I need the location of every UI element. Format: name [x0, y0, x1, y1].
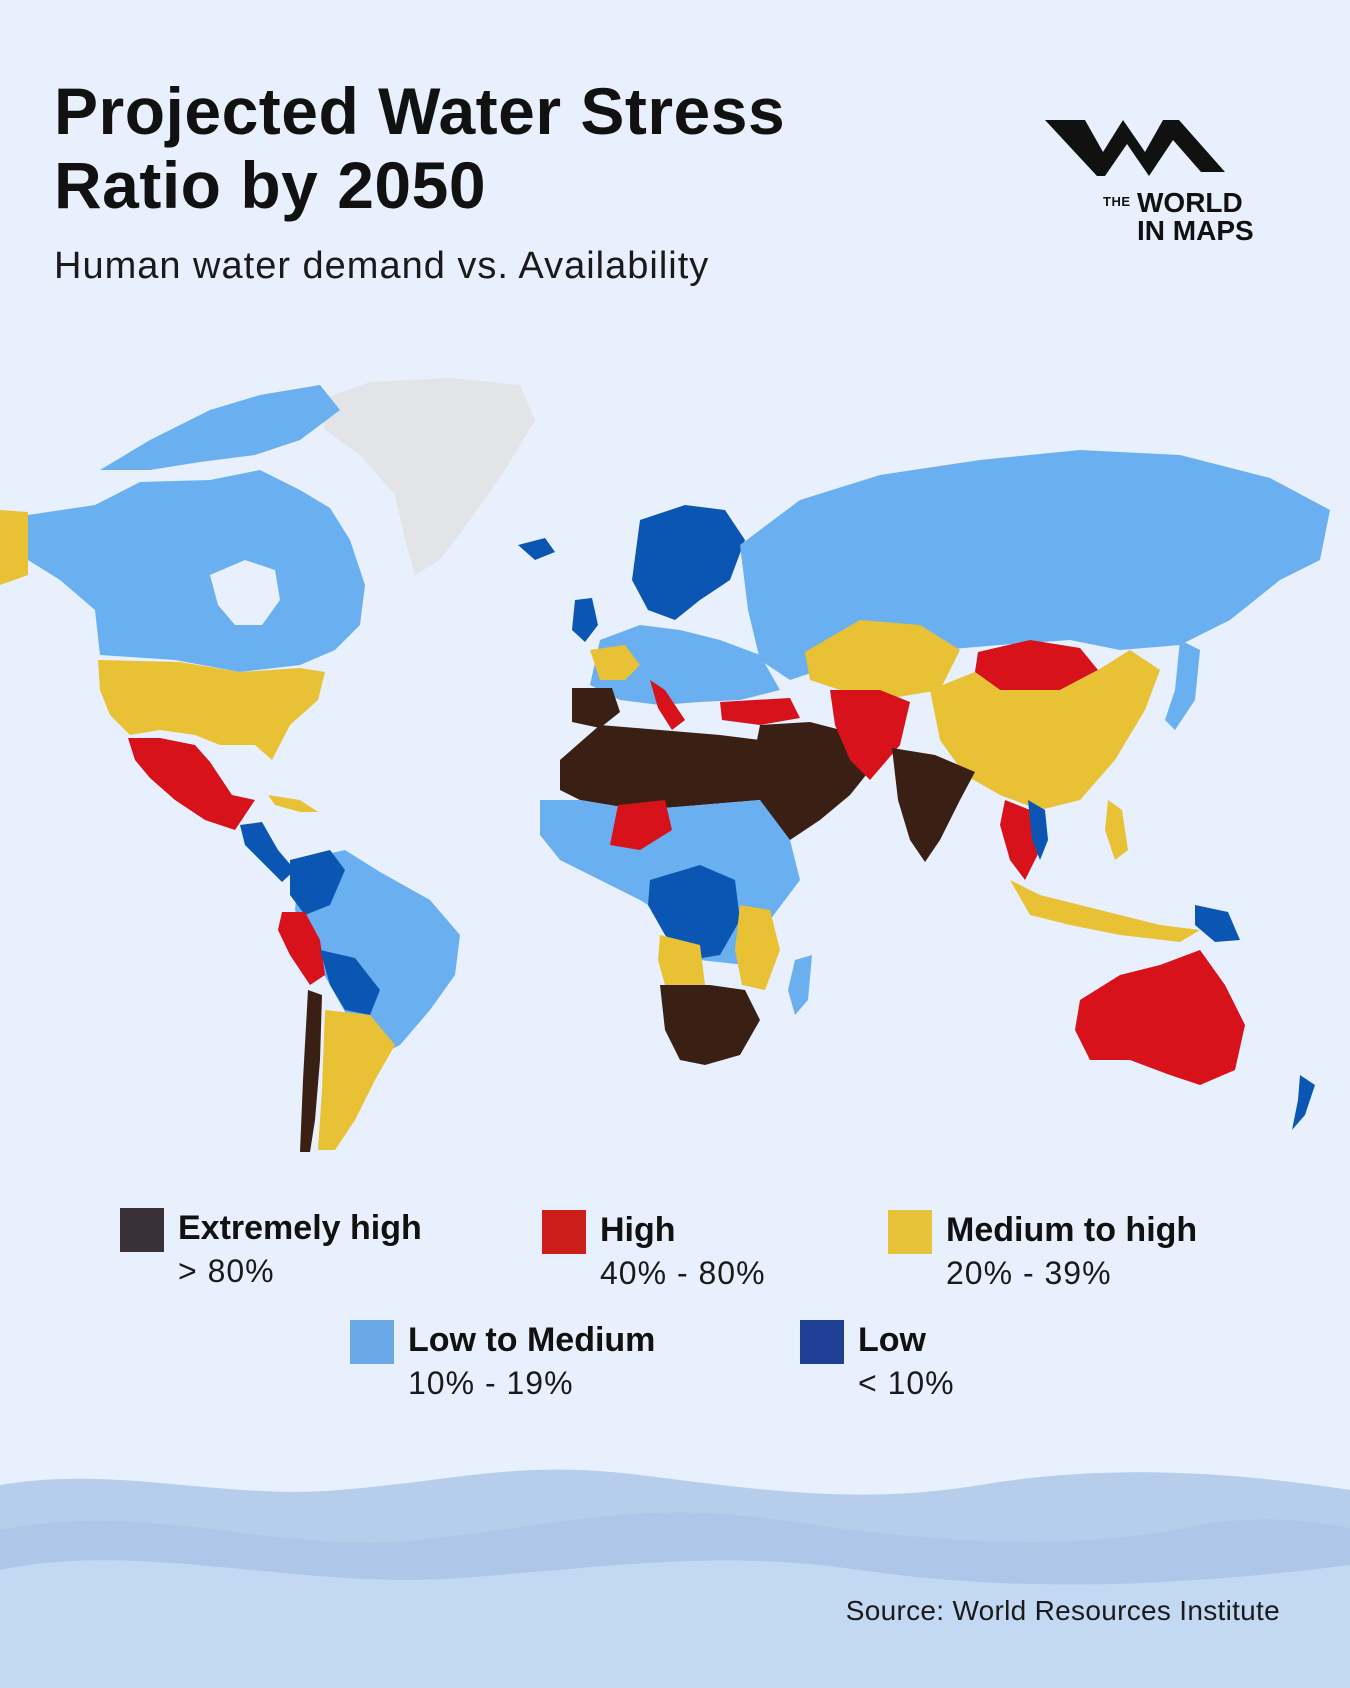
world-map: [0, 378, 1330, 1152]
legend-label: Medium to high: [946, 1211, 1198, 1249]
region-alaska: [0, 510, 28, 585]
region-niger: [610, 800, 672, 850]
region-iran-afghanistan: [830, 690, 910, 780]
legend-swatch: [120, 1208, 164, 1252]
region-hudson-bay: [210, 560, 280, 625]
region-papua-new-guinea: [1195, 905, 1240, 942]
region-chile: [300, 990, 322, 1152]
region-middle-east: [750, 722, 870, 840]
region-peru: [278, 912, 325, 985]
region-iceland: [518, 538, 555, 560]
legend-range: 40% - 80%: [600, 1255, 766, 1291]
region-indonesia: [1010, 880, 1200, 942]
page-title: Projected Water Stress Ratio by 2050: [54, 74, 786, 222]
region-angola: [658, 935, 705, 985]
region-new-zealand: [1292, 1075, 1315, 1130]
legend-swatch: [350, 1320, 394, 1364]
brand-logo-the: THE: [1103, 194, 1131, 209]
region-china: [930, 650, 1160, 810]
legend-label: High: [600, 1211, 676, 1249]
region-central-africa: [648, 865, 740, 960]
region-usa: [98, 660, 325, 760]
region-mexico: [128, 738, 255, 830]
region-central-asia: [805, 620, 960, 700]
region-southern-africa: [660, 985, 760, 1065]
region-uk: [572, 598, 598, 642]
legend-label: Low: [858, 1321, 926, 1359]
wave-front: [0, 1560, 1350, 1688]
legend-range: > 80%: [178, 1253, 275, 1289]
region-caribbean: [268, 795, 318, 812]
region-east-africa: [735, 905, 780, 990]
brand-logo-line1: WORLD: [1137, 187, 1243, 218]
region-australia: [1075, 950, 1245, 1085]
region-iberia: [572, 688, 620, 728]
region-colombia-venezuela: [290, 850, 345, 915]
region-south-america-east: [295, 850, 460, 1060]
region-mongolia: [975, 640, 1098, 690]
legend-swatch: [888, 1210, 932, 1254]
region-north-africa: [560, 725, 775, 810]
region-central-america: [240, 822, 295, 882]
region-vietnam-laos: [1028, 800, 1048, 860]
region-india: [892, 748, 975, 862]
region-argentina: [318, 1010, 395, 1150]
page-subtitle: Human water demand vs. Availability: [54, 245, 710, 287]
region-japan: [1165, 640, 1200, 730]
region-western-europe: [590, 645, 640, 680]
legend-range: 20% - 39%: [946, 1255, 1112, 1291]
region-greenland: [320, 378, 535, 575]
legend-label: Extremely high: [178, 1209, 422, 1247]
legend-range: < 10%: [858, 1365, 955, 1401]
region-madagascar: [788, 955, 812, 1015]
region-turkey: [720, 698, 800, 725]
decorative-waves: [0, 1469, 1350, 1688]
brand-logo-line2: IN MAPS: [1137, 215, 1254, 246]
source-note: Source: World Resources Institute: [845, 1595, 1280, 1626]
legend-swatch: [800, 1320, 844, 1364]
region-italy: [650, 680, 685, 730]
region-philippines: [1105, 800, 1128, 860]
region-scandinavia: [632, 505, 745, 620]
brand-logo: THE WORLD IN MAPS: [1045, 110, 1285, 260]
legend-range: 10% - 19%: [408, 1365, 574, 1401]
region-bolivia: [320, 950, 380, 1015]
legend-swatch: [542, 1210, 586, 1254]
region-canada: [28, 470, 365, 672]
region-canada-arctic-islands: [100, 385, 340, 470]
legend-label: Low to Medium: [408, 1321, 656, 1359]
region-europe: [590, 625, 780, 705]
brand-logo-mark-icon: [1045, 120, 1225, 176]
